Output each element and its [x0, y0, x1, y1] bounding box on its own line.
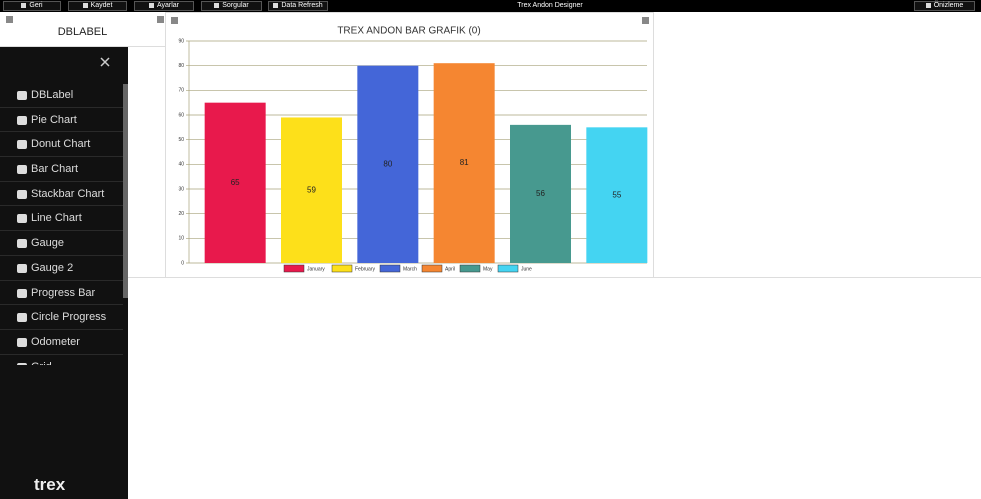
label-text: DBLABEL [57, 26, 108, 38]
widget-list: DBLabel Pie Chart Donut Chart Bar Chart Stac… [0, 83, 123, 365]
divider [128, 277, 981, 278]
y-tick-label: 80 [178, 63, 184, 69]
y-tick-label: 50 [178, 137, 184, 143]
widget-close[interactable] [642, 17, 649, 24]
widget-item[interactable]: Progress Bar [0, 281, 123, 306]
bar [357, 65, 419, 263]
legend-label: May [483, 266, 493, 272]
bar [281, 117, 342, 263]
value-label: 81 [460, 158, 469, 167]
value-label: 56 [536, 189, 545, 198]
save-button[interactable]: Kaydet [68, 1, 127, 11]
close-button[interactable] [100, 57, 110, 67]
widget-close[interactable] [157, 16, 164, 23]
label-widget[interactable]: DBLABEL [0, 12, 165, 47]
widget-item[interactable]: Line Chart [0, 206, 123, 232]
bar [433, 63, 495, 264]
y-tick-label: 40 [178, 162, 184, 168]
widget-item[interactable]: Bar Chart [0, 157, 123, 182]
widget-settings[interactable] [6, 16, 13, 23]
value-label: 59 [307, 185, 316, 194]
widget-item[interactable]: Gauge 2 [0, 256, 123, 281]
legend-label: February [355, 266, 376, 272]
logo: trex [34, 475, 66, 494]
widget-item[interactable]: Stackbar Chart [0, 182, 123, 207]
widget-item[interactable]: Circle Progress [0, 305, 123, 330]
sidebar: DBLabel Pie Chart Donut Chart Bar Chart Stac… [0, 47, 128, 499]
legend-swatch [283, 264, 305, 273]
back-button[interactable]: Geri [3, 1, 61, 11]
toolbar: Geri Kaydet Ayarlar Sorgular Data Refres… [0, 0, 981, 12]
widget-item[interactable]: Odometer [0, 330, 123, 355]
value-label: 80 [383, 159, 392, 168]
y-tick-label: 90 [178, 38, 184, 44]
bar [510, 124, 571, 263]
legend-swatch [459, 264, 481, 273]
bar [586, 127, 648, 263]
legend-swatch [379, 264, 401, 273]
legend-label: April [445, 266, 455, 272]
queries-button[interactable]: Sorgular [201, 1, 262, 11]
chart: TREX ANDON BAR GRAFIK (0) 0 10 20 30 40 50 60 7… [178, 26, 648, 273]
widget-item[interactable]: Gauge [0, 231, 123, 256]
bar [204, 102, 266, 264]
y-tick-label: 60 [178, 112, 184, 118]
y-tick-label: 0 [181, 260, 184, 266]
refresh-button[interactable]: Data Refresh [268, 1, 328, 11]
y-tick-label: 70 [178, 88, 184, 94]
value-label: 55 [612, 190, 621, 199]
widget-settings[interactable] [171, 17, 178, 24]
widget-item[interactable]: DBLabel [0, 83, 123, 108]
y-tick-label: 20 [178, 211, 184, 217]
scrollbar[interactable] [123, 84, 128, 298]
y-tick-label: 30 [178, 186, 184, 192]
widget-item[interactable]: Donut Chart [0, 132, 123, 158]
legend-label: January [307, 266, 325, 272]
app-title: Trex Andon Designer [517, 2, 583, 9]
legend-label: March [403, 266, 417, 272]
widget-item[interactable]: Grid [0, 355, 123, 365]
legend-swatch [497, 264, 519, 273]
legend-swatch [421, 264, 443, 273]
y-tick-label: 10 [178, 236, 184, 242]
legend-label: June [521, 266, 532, 272]
legend-swatch [331, 264, 353, 273]
preview-button[interactable]: Önizleme [914, 1, 975, 11]
value-label: 65 [231, 178, 240, 187]
widget-item[interactable]: Pie Chart [0, 108, 123, 133]
chart-title: TREX ANDON BAR GRAFIK (0) [337, 26, 480, 37]
settings-button[interactable]: Ayarlar [134, 1, 194, 11]
